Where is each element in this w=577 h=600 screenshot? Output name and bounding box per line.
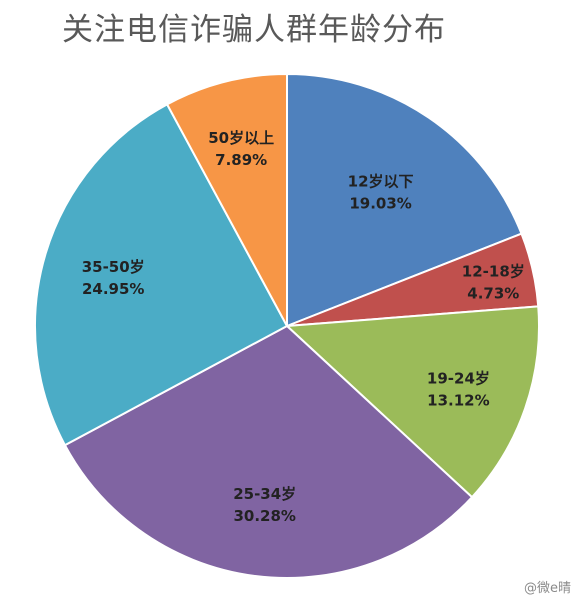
pie-slice-4: [34, 102, 289, 447]
pie-slice-2: [284, 305, 540, 499]
slice-label-0: 12岁以下 19.03%: [348, 173, 414, 213]
slice-percent-1: 4.73%: [467, 285, 519, 303]
pie-slice-3: [63, 324, 474, 580]
pie-labels: 12岁以下 19.03% 12-18岁 4.73% 19-24岁 13.12% 25-34岁…: [82, 129, 525, 525]
chart-title: 关注电信诈骗人群年龄分布: [62, 12, 446, 48]
slice-category-1: 12-18岁: [462, 263, 525, 281]
pie-slice-5: [165, 72, 288, 327]
slice-label-2: 19-24岁 13.12%: [427, 370, 490, 410]
slice-label-3: 25-34岁 30.28%: [233, 485, 296, 525]
pie-slices: [34, 72, 540, 580]
slice-percent-0: 19.03%: [349, 195, 411, 213]
slice-percent-5: 7.89%: [215, 151, 267, 169]
pie-slice-0: [286, 72, 523, 328]
slice-label-5: 50岁以上 7.89%: [208, 129, 274, 169]
watermark-text: @微e晴: [524, 581, 571, 596]
slice-category-3: 25-34岁: [233, 485, 296, 503]
slice-category-2: 19-24岁: [427, 370, 490, 388]
slice-category-5: 50岁以上: [208, 129, 274, 147]
slice-percent-3: 30.28%: [233, 507, 295, 525]
slice-category-4: 35-50岁: [82, 258, 145, 276]
slice-percent-2: 13.12%: [427, 392, 489, 410]
slice-label-1: 12-18岁 4.73%: [462, 263, 525, 303]
slice-label-4: 35-50岁 24.95%: [82, 258, 145, 298]
slice-percent-4: 24.95%: [82, 280, 144, 298]
slice-category-0: 12岁以下: [348, 173, 414, 191]
